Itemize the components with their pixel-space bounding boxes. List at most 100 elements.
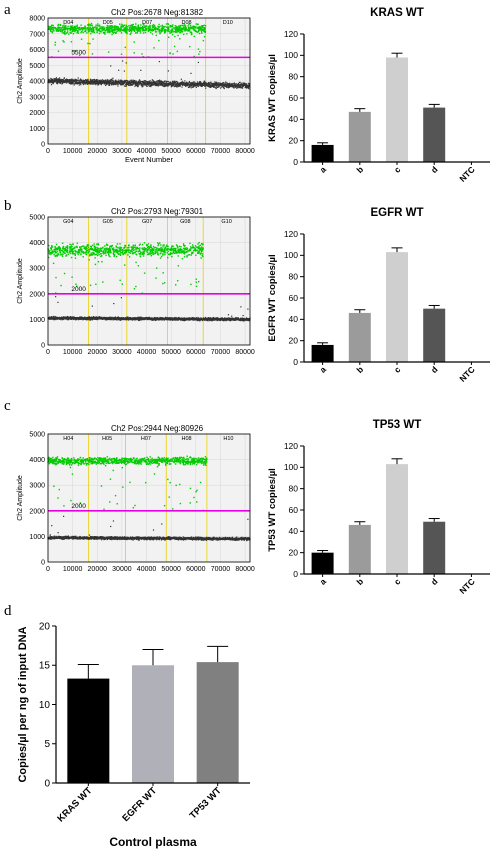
positive-droplet — [96, 31, 98, 34]
negative-droplet — [88, 319, 90, 321]
negative-droplet — [141, 83, 144, 85]
negative-droplet — [138, 316, 140, 318]
positive-droplet — [123, 28, 126, 30]
positive-droplet — [65, 27, 68, 29]
negative-droplet — [53, 317, 56, 319]
negative-droplet — [246, 85, 248, 87]
negative-droplet — [201, 84, 204, 86]
negative-droplet — [66, 319, 68, 321]
negative-droplet — [100, 83, 102, 85]
positive-droplet — [200, 32, 203, 34]
positive-droplet — [125, 24, 127, 26]
rain-droplet — [122, 60, 124, 62]
negative-droplet — [137, 316, 139, 318]
negative-droplet — [245, 86, 247, 88]
y-tick-label: 1000 — [29, 126, 45, 133]
positive-droplet — [195, 254, 197, 256]
negative-droplet — [157, 83, 160, 85]
negative-droplet — [239, 81, 241, 83]
positive-droplet — [59, 29, 62, 31]
negative-droplet — [126, 83, 128, 86]
negative-droplet — [96, 83, 98, 85]
negative-droplet — [61, 81, 64, 84]
positive-droplet — [197, 26, 199, 28]
positive-droplet — [136, 29, 138, 31]
negative-droplet — [52, 316, 54, 319]
negative-droplet — [125, 79, 128, 82]
positive-droplet — [121, 29, 123, 31]
negative-droplet — [128, 84, 130, 87]
positive-droplet — [153, 26, 156, 28]
positive-droplet — [59, 30, 62, 33]
negative-droplet — [137, 319, 140, 321]
positive-droplet — [178, 30, 181, 32]
positive-droplet — [146, 251, 149, 254]
negative-droplet — [193, 82, 196, 84]
negative-droplet — [58, 81, 60, 83]
positive-droplet — [98, 28, 100, 30]
negative-droplet — [194, 85, 196, 87]
negative-droplet — [77, 77, 79, 79]
negative-droplet — [203, 318, 206, 320]
positive-droplet — [136, 31, 139, 33]
negative-droplet — [134, 85, 136, 87]
positive-droplet — [48, 28, 51, 31]
positive-droplet — [151, 25, 154, 27]
negative-droplet — [230, 319, 233, 321]
negative-droplet — [207, 317, 209, 319]
y-tick-label: 7000 — [29, 31, 45, 38]
negative-droplet — [65, 79, 67, 81]
well-label: D05 — [103, 20, 113, 26]
positive-droplet — [190, 26, 192, 29]
negative-droplet — [126, 83, 128, 85]
negative-droplet — [160, 317, 162, 319]
negative-droplet — [244, 84, 246, 86]
negative-droplet — [213, 85, 215, 87]
negative-droplet — [64, 317, 66, 319]
positive-droplet — [110, 29, 112, 31]
positive-droplet — [162, 28, 164, 30]
negative-droplet — [113, 84, 115, 86]
negative-droplet — [238, 84, 240, 86]
negative-droplet — [189, 318, 191, 320]
negative-droplet — [53, 81, 55, 83]
positive-droplet — [171, 25, 173, 28]
negative-droplet — [210, 86, 212, 88]
positive-droplet — [105, 28, 108, 30]
positive-droplet — [197, 30, 200, 33]
negative-droplet — [104, 83, 106, 85]
negative-droplet — [241, 84, 243, 86]
positive-droplet — [153, 24, 156, 27]
negative-droplet — [185, 317, 188, 319]
positive-droplet — [157, 242, 159, 244]
positive-droplet — [166, 244, 168, 246]
negative-droplet — [66, 315, 69, 318]
negative-droplet — [123, 83, 125, 85]
positive-droplet — [141, 30, 144, 32]
positive-droplet — [195, 23, 198, 25]
positive-droplet — [191, 26, 194, 28]
negative-droplet — [62, 317, 64, 319]
negative-droplet — [127, 82, 130, 84]
negative-droplet — [160, 80, 162, 82]
negative-droplet — [228, 319, 230, 322]
negative-droplet — [152, 79, 154, 82]
negative-droplet — [159, 318, 162, 321]
positive-droplet — [177, 28, 179, 31]
negative-droplet — [183, 81, 185, 84]
negative-droplet — [59, 80, 61, 82]
negative-droplet — [212, 82, 214, 84]
negative-droplet — [98, 316, 100, 319]
positive-droplet — [166, 29, 168, 31]
negative-droplet — [223, 87, 225, 90]
positive-droplet — [169, 32, 171, 34]
negative-droplet — [106, 82, 108, 84]
negative-droplet — [225, 320, 227, 322]
positive-droplet — [139, 27, 141, 29]
positive-droplet — [121, 23, 123, 26]
rain-droplet — [140, 69, 142, 71]
negative-droplet — [53, 78, 55, 80]
negative-droplet — [52, 82, 54, 85]
negative-droplet — [190, 87, 192, 89]
negative-droplet — [95, 84, 97, 86]
